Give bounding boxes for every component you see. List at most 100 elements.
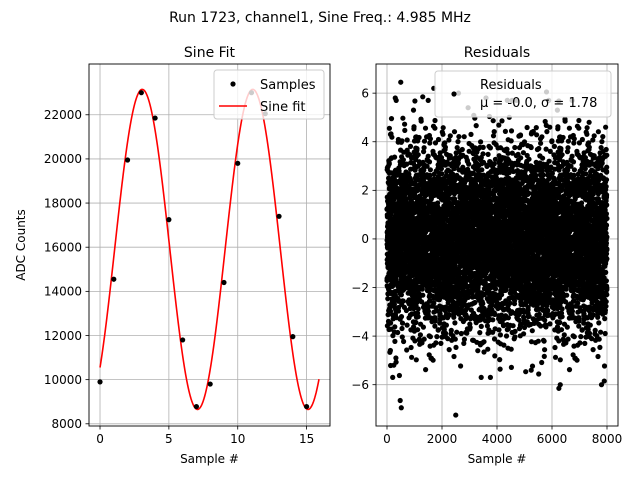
residual-point [451,129,458,135]
residual-point [467,324,473,331]
residual-point [452,336,458,342]
residual-point [418,118,424,124]
residual-point [412,293,418,300]
residual-point [459,146,465,153]
sine-fit-ylabel: ADC Counts [14,209,28,281]
sample-point [111,276,117,282]
residual-point [517,132,524,139]
residual-point [421,145,427,151]
residual-point [425,153,431,159]
sample-point [97,379,103,385]
residual-point [443,304,449,310]
residual-point [396,168,402,174]
residual-point [427,140,433,146]
residual-point [446,137,452,143]
residual-point [421,167,427,173]
residual-point [427,334,433,340]
residual-point [415,186,421,192]
residual-point [408,344,414,351]
residual-point [446,347,452,353]
residual-point [501,342,507,348]
residual-point [420,292,426,298]
residual-point [399,334,405,340]
residual-point [402,127,408,133]
residual-point [415,314,421,320]
residual-point [426,159,433,165]
residual-point [396,372,402,379]
residual-point [442,214,449,220]
residual-point [480,151,486,157]
residual-point [455,139,461,145]
residual-point [478,323,484,329]
legend-sine-fit-label: Sine fit [260,100,306,115]
residual-point [507,300,513,306]
residual-point [421,138,428,144]
x-tick-label: 5 [165,432,173,446]
residual-point [435,327,441,333]
residual-point [401,286,407,292]
residual-point [487,374,493,380]
sample-point [124,157,131,163]
residual-point [432,117,438,124]
residual-point [508,138,514,144]
residual-point [393,355,399,361]
residual-point [433,340,439,346]
residual-point [415,306,421,312]
residual-point [485,346,491,352]
residual-point [473,123,479,129]
sine-fit-legend: Samples Sine fit [213,69,325,120]
residual-point [468,131,474,137]
y-tick-label: 12000 [44,329,82,343]
figure-suptitle: Run 1723, channel1, Sine Freq.: 4.985 MH… [169,10,471,26]
residual-point [409,354,415,360]
y-tick-label: 20000 [44,152,82,166]
residual-point [431,300,437,306]
residual-point [478,374,484,380]
residual-point [451,353,457,360]
y-tick-label: 14000 [44,285,82,299]
residual-point [458,363,464,369]
residual-point [512,334,518,340]
y-tick-label: 22000 [44,108,82,122]
residual-point [441,326,447,332]
residual-point [403,307,409,314]
residual-point [448,327,454,333]
residual-point [388,320,394,326]
residual-point [454,145,460,151]
residual-point [439,171,445,177]
sine-fit-axes-frame [88,63,331,427]
residual-point [399,320,406,326]
residual-point [413,357,419,363]
residual-point [387,347,393,354]
residual-point [432,318,438,324]
sample-point [303,403,310,410]
residual-point [447,153,453,159]
residual-point [407,143,414,149]
residual-point [387,308,394,314]
residual-point [458,330,464,337]
sample-point [221,279,227,286]
residual-point [402,121,408,127]
residual-point [442,144,448,150]
sine-fit-title: Sine Fit [184,45,236,61]
residual-point [480,144,486,150]
residual-point [395,329,401,336]
residual-point [427,172,433,178]
residual-point [461,336,467,342]
residual-point [390,374,396,380]
residual-point [508,128,515,134]
residuals-marks [384,79,610,418]
residual-point [505,315,511,321]
residual-point [442,140,448,146]
residual-point [454,329,460,335]
legend-samples-label: Samples [260,78,316,93]
residual-point [438,340,444,346]
y-tick-label: 10000 [44,373,82,387]
residual-point [508,346,514,352]
sample-point [235,160,241,166]
residual-point [487,145,493,151]
residual-point [479,167,485,173]
residual-point [389,134,395,140]
sample-point [152,115,158,121]
residual-point [399,138,405,144]
